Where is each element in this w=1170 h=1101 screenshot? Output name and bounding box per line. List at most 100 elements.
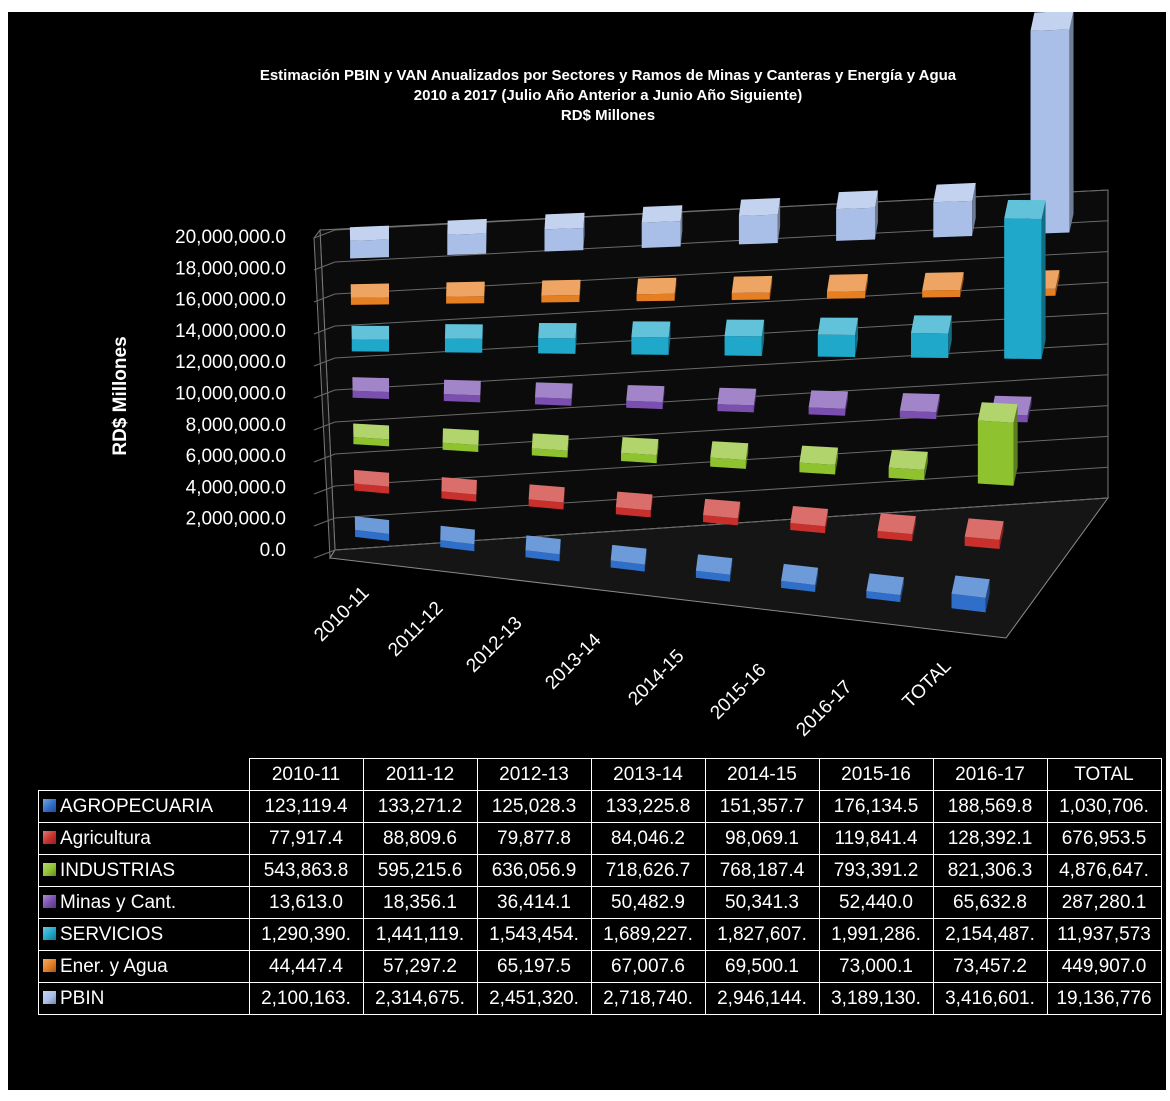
table-cell: 1,290,390. bbox=[248, 918, 364, 951]
legend-swatch bbox=[43, 958, 56, 972]
table-row-header: INDUSTRIAS bbox=[38, 854, 250, 887]
y-axis-label: RD$ Millones bbox=[110, 336, 131, 455]
x-tick-label: 2011-12 bbox=[384, 598, 447, 661]
bar-top bbox=[866, 573, 904, 596]
legend-swatch bbox=[43, 862, 56, 876]
table-header-row: 2010-11 2011-12 2012-13 2013-14 2014-15 2015-… bbox=[38, 758, 1162, 791]
table-cell: 125,028.3 bbox=[476, 790, 592, 823]
bar bbox=[1030, 12, 1074, 234]
bar bbox=[631, 321, 671, 355]
bar bbox=[826, 273, 868, 299]
bar bbox=[626, 385, 665, 410]
bar-top bbox=[352, 377, 390, 393]
bar bbox=[443, 379, 481, 403]
bar bbox=[353, 423, 390, 447]
bar-front bbox=[621, 452, 657, 464]
series-name: Minas y Cant. bbox=[60, 891, 177, 913]
bars bbox=[349, 12, 1074, 613]
y-tick-label: 18,000,000.0 bbox=[175, 258, 286, 279]
bar-side bbox=[729, 558, 733, 582]
bar-top bbox=[910, 315, 952, 334]
bar-side bbox=[484, 281, 485, 304]
gridline-side bbox=[313, 549, 336, 559]
bar-top bbox=[354, 516, 390, 534]
series-name: AGROPECUARIA bbox=[60, 795, 214, 817]
bar-side bbox=[912, 516, 916, 542]
legend-swatch bbox=[43, 830, 56, 844]
bar bbox=[541, 279, 581, 303]
bar-front bbox=[353, 437, 390, 447]
bar-front bbox=[351, 339, 390, 352]
bar-top bbox=[717, 387, 757, 406]
bar-top bbox=[781, 563, 819, 585]
table-cell: 65,197.5 bbox=[476, 950, 592, 983]
x-tick-label: 2013-14 bbox=[541, 629, 605, 693]
bar-top bbox=[731, 275, 773, 293]
table-cell: 18,356.1 bbox=[362, 886, 478, 919]
bar-front bbox=[910, 333, 949, 359]
table-cell: 123,119.4 bbox=[248, 790, 364, 823]
bar bbox=[444, 324, 483, 353]
bar-side bbox=[583, 212, 585, 251]
bar-side bbox=[650, 494, 653, 518]
bar-side bbox=[1027, 396, 1032, 423]
y-tick-label: 6,000,000.0 bbox=[186, 446, 286, 467]
bar-top bbox=[1030, 12, 1074, 31]
bar bbox=[951, 575, 990, 613]
table-cell: 79,877.8 bbox=[476, 822, 592, 855]
bar-side bbox=[674, 277, 677, 301]
chart-plot: Estimación PBIN y VAN Anualizados por Se… bbox=[110, 12, 1110, 741]
bar bbox=[922, 272, 964, 298]
bar-top bbox=[636, 277, 677, 295]
table-cell: 52,440.0 bbox=[818, 886, 934, 919]
bar bbox=[538, 323, 577, 354]
bar-side bbox=[900, 577, 904, 603]
bar-top bbox=[534, 382, 573, 399]
bar-top bbox=[808, 390, 849, 409]
table-cell: 543,863.8 bbox=[248, 854, 364, 887]
bar-top bbox=[922, 272, 964, 291]
bar bbox=[877, 513, 916, 542]
table-cell: 67,007.6 bbox=[590, 950, 706, 983]
bar-side bbox=[1069, 12, 1074, 233]
y-tick-label: 16,000,000.0 bbox=[175, 290, 286, 311]
bar-side bbox=[924, 451, 928, 481]
bar-top bbox=[353, 423, 390, 440]
bar-top bbox=[951, 575, 990, 598]
bar-top bbox=[703, 498, 741, 519]
legend-swatch bbox=[43, 926, 56, 940]
table-cell: 11,937,573 bbox=[1046, 918, 1162, 951]
bar-top bbox=[544, 212, 585, 230]
bar-front bbox=[817, 334, 856, 357]
table-column-header: 2011-12 bbox=[362, 758, 478, 791]
bar-side bbox=[777, 197, 781, 244]
bar-top bbox=[817, 317, 858, 335]
table-cell: 676,953.5 bbox=[1046, 822, 1162, 855]
gridline-side bbox=[313, 421, 336, 431]
bar bbox=[351, 325, 390, 352]
bar-top bbox=[541, 279, 581, 296]
table-cell: 13,613.0 bbox=[248, 886, 364, 919]
bar bbox=[866, 573, 904, 603]
table-cell: 595,215.6 bbox=[362, 854, 478, 887]
bar-side bbox=[972, 182, 976, 236]
table-cell: 768,187.4 bbox=[704, 854, 820, 887]
x-tick-label: TOTAL bbox=[899, 656, 956, 713]
bar-side bbox=[745, 443, 749, 469]
bar bbox=[977, 402, 1018, 486]
bar-side bbox=[486, 218, 487, 254]
bar-top bbox=[621, 437, 659, 456]
bar-top bbox=[899, 393, 940, 413]
table-cell: 151,357.7 bbox=[704, 790, 820, 823]
table-cell: 718,626.7 bbox=[590, 854, 706, 887]
series-name: SERVICIOS bbox=[60, 923, 164, 945]
table-column-header: 2016-17 bbox=[932, 758, 1048, 791]
table-column-header: TOTAL bbox=[1046, 758, 1162, 791]
bar-front bbox=[446, 296, 485, 304]
table-row: INDUSTRIAS 543,863.8 595,215.6 636,056.9 718… bbox=[38, 854, 1162, 887]
x-tick-label: 2012-13 bbox=[462, 613, 526, 677]
bar-top bbox=[528, 484, 565, 503]
bar-top bbox=[631, 321, 671, 338]
bar-front bbox=[354, 483, 390, 494]
bar-front bbox=[447, 233, 487, 255]
